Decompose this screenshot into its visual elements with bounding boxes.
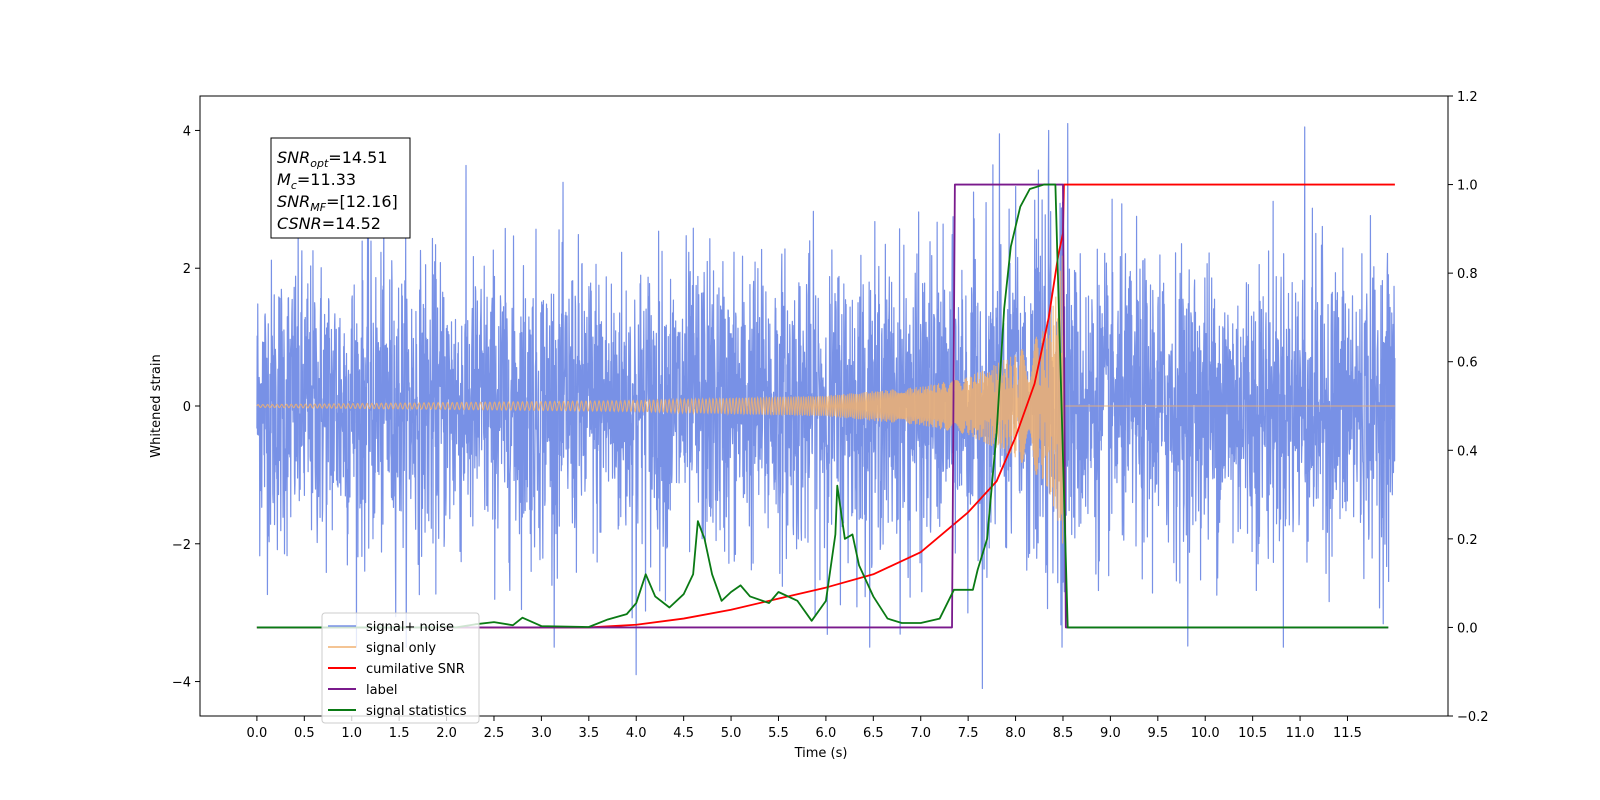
x-tick-label: 1.0	[341, 726, 362, 741]
y-right-tick-label: −0.2	[1457, 710, 1489, 725]
y-right-tick-label: 1.2	[1457, 90, 1478, 105]
y-right-tick-label: 0.6	[1457, 356, 1478, 371]
info-line: SNRMF=[12.16]	[277, 192, 398, 214]
y-right-tick-label: 0.0	[1457, 621, 1478, 636]
x-tick-label: 3.0	[531, 726, 552, 741]
legend-label: signal+ noise	[366, 620, 454, 635]
y-right-tick-label: 0.2	[1457, 533, 1478, 548]
info-value: =[12.16]	[326, 192, 398, 211]
info-symbol: SNR	[277, 148, 310, 167]
info-subscript: MF	[310, 201, 326, 214]
y-left-tick-label: −2	[172, 538, 191, 553]
x-tick-label: 5.0	[721, 726, 742, 741]
series-signal-statistics	[256, 183, 1389, 629]
y-left-tick-label: −4	[172, 676, 191, 691]
x-tick-label: 4.5	[673, 726, 694, 741]
series-signal-noise	[256, 122, 1396, 690]
info-symbol: M	[277, 170, 291, 189]
info-subscript: opt	[310, 157, 329, 170]
y-right-tick-label: 0.4	[1457, 444, 1478, 459]
info-value: =14.52	[322, 214, 381, 233]
plot-area	[256, 122, 1396, 690]
legend-label: signal only	[366, 641, 436, 656]
x-tick-label: 0.5	[294, 726, 315, 741]
info-subscript: c	[291, 179, 297, 192]
info-value: =14.51	[328, 148, 387, 167]
info-box: SNRopt=14.51Mc=11.33SNRMF=[12.16]CSNR=14…	[270, 137, 411, 239]
x-tick-label: 2.5	[484, 726, 505, 741]
x-tick-label: 7.5	[958, 726, 979, 741]
x-tick-label: 1.5	[389, 726, 410, 741]
info-symbol: SNR	[277, 192, 310, 211]
x-tick-label: 11.0	[1286, 726, 1315, 741]
x-tick-label: 2.0	[436, 726, 457, 741]
x-tick-label: 9.0	[1100, 726, 1121, 741]
y-right-tick-label: 0.8	[1457, 267, 1478, 282]
legend-label: cumilative SNR	[366, 662, 465, 677]
info-line: CSNR=14.52	[277, 214, 381, 233]
legend-label: label	[366, 683, 397, 698]
x-tick-label: 7.0	[910, 726, 931, 741]
legend-frame	[321, 612, 480, 724]
x-tick-label: 8.5	[1053, 726, 1074, 741]
x-axis: 0.0 0.5 1.0 1.5 2.0 2.5 3.0 3.5 4.0 4.5 5.0 5.5 6.0 6…	[247, 716, 1362, 741]
series-signal-only	[256, 255, 1395, 544]
x-tick-label: 6.5	[863, 726, 884, 741]
x-tick-label: 3.5	[578, 726, 599, 741]
x-tick-label: 4.0	[626, 726, 647, 741]
x-axis-title: Time (s)	[794, 746, 848, 761]
info-line: Mc=11.33	[277, 170, 356, 192]
y-axis-right: −0.2 0.0 0.2 0.4 0.6 0.8 1.0 1.2	[1448, 90, 1489, 725]
x-tick-label: 11.5	[1333, 726, 1362, 741]
x-tick-label: 5.5	[768, 726, 789, 741]
info-box-frame	[270, 137, 411, 239]
x-tick-label: 6.0	[816, 726, 837, 741]
info-line: SNRopt=14.51	[277, 148, 388, 170]
y-left-tick-label: 0	[183, 400, 191, 415]
y-axis-left: −4 −2 0 2 4	[172, 124, 200, 691]
legend: signal+ noise signal only cumilative SNR la…	[321, 612, 480, 724]
x-tick-label: 0.0	[247, 726, 268, 741]
y-axis-title: Whitened strain	[149, 354, 164, 457]
legend-label: signal statistics	[366, 704, 467, 719]
x-tick-label: 10.0	[1191, 726, 1220, 741]
y-left-tick-label: 4	[183, 124, 191, 139]
y-right-tick-label: 1.0	[1457, 179, 1478, 194]
info-value: =11.33	[297, 170, 356, 189]
x-tick-label: 9.5	[1147, 726, 1168, 741]
y-left-tick-label: 2	[183, 262, 191, 277]
x-tick-label: 10.5	[1238, 726, 1267, 741]
info-symbol: CSNR	[277, 214, 322, 233]
x-tick-label: 8.0	[1005, 726, 1026, 741]
